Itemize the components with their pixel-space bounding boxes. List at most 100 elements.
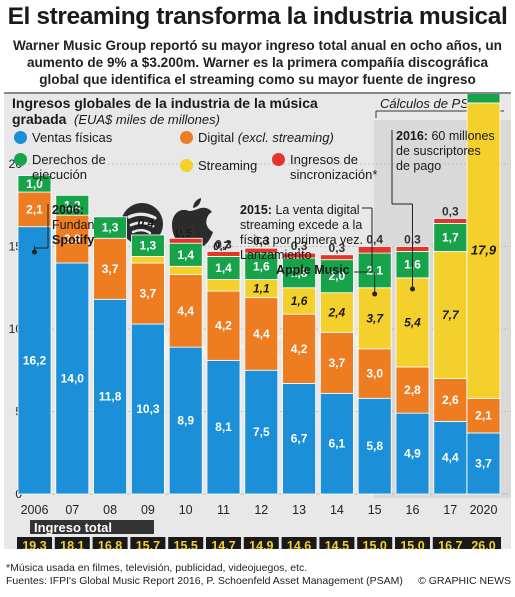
- annotation-2006-dot: [32, 249, 37, 255]
- bar-ingresos-17: [433, 218, 468, 224]
- bar-digital-16: [395, 366, 430, 414]
- bar-digital-07: [55, 214, 90, 264]
- label-derechos-07: 1,2: [64, 198, 81, 212]
- legend-item-streaming: Streaming: [180, 158, 257, 173]
- label-ventas-16: 4,9: [404, 447, 421, 461]
- label-digital-13: 4,2: [291, 342, 308, 356]
- bar-ventas-15: [357, 397, 392, 495]
- label-streaming-16: 5,4: [404, 315, 421, 329]
- bar-streaming-09: [131, 255, 165, 264]
- chart-title: Ingresos globales de la industria de la …: [12, 95, 318, 111]
- annotation-2015-line2: streaming excede a la: [240, 218, 362, 232]
- label-derechos-12: 1,6: [253, 259, 270, 273]
- total-value-12: 14,9: [249, 539, 273, 549]
- label-ventas-11: 8,1: [215, 420, 232, 434]
- legend-item-digital: Digital (excl. streaming): [180, 130, 334, 145]
- label-streaming-15: 3,7: [366, 311, 384, 325]
- label-digital-08: 3,7: [102, 262, 119, 276]
- label-digital-14: 3,7: [329, 356, 346, 370]
- label-ventas-17: 4,4: [442, 451, 459, 465]
- label-ventas-2006: 16,2: [23, 353, 47, 367]
- total-value-13: 14,6: [287, 539, 311, 549]
- label-ventas-12: 7,5: [253, 425, 270, 439]
- totals-header: Ingreso total: [34, 520, 112, 535]
- x-tick-17: 17: [443, 503, 457, 517]
- total-value-2006: 19,3: [22, 539, 46, 549]
- label-streaming-13: 1,6: [291, 294, 308, 308]
- bar-ventas-14: [319, 392, 354, 495]
- legend-swatch-sync: [272, 153, 285, 166]
- label-ventas-10: 8,9: [177, 414, 194, 428]
- bar-derechos-09: [131, 234, 165, 257]
- bar-ingresos-10: [168, 237, 203, 244]
- legend-item-sync: Ingresos de sincronización*: [272, 152, 402, 182]
- bar-streaming-10: [168, 265, 203, 275]
- total-box-14: [319, 537, 355, 549]
- label-derechos-09: 1,3: [140, 239, 157, 253]
- label-streaming-2020: 17,9: [471, 243, 497, 258]
- total-box-2006: [17, 537, 52, 549]
- x-tick-2020: 2020: [470, 503, 498, 517]
- bar-digital-11: [206, 290, 241, 361]
- bar-streaming-11: [206, 279, 241, 292]
- x-tick-10: 10: [179, 503, 193, 517]
- total-value-11: 14,7: [211, 539, 235, 549]
- label-derechos-11: 1,4: [215, 261, 232, 275]
- label-digital-11: 4,2: [215, 319, 232, 333]
- label-ventas-13: 6,7: [291, 432, 308, 446]
- label-derechos-08: 1,3: [102, 221, 119, 235]
- bar-ingresos-15: [357, 246, 392, 254]
- bar-derechos-08: [93, 216, 127, 239]
- bar-ingresos-13: [282, 252, 317, 259]
- x-tick-07: 07: [65, 503, 79, 517]
- annotation-2015-bold: Apple Music: [276, 263, 350, 277]
- bar-derechos-17: [433, 222, 468, 252]
- annotation-2016-line1: 2016: 60 millones: [396, 129, 495, 143]
- total-box-16: [395, 537, 430, 549]
- total-value-07: 18,1: [60, 539, 84, 549]
- spotify-logo-icon: [121, 203, 163, 245]
- bar-ingresos-14: [319, 254, 354, 261]
- annotation-2006-bold: Spotify: [52, 233, 94, 247]
- label-ingresos-10: 0,3: [177, 224, 194, 238]
- label-streaming-17: 7,7: [442, 308, 460, 322]
- label-derechos-15: 2,1: [366, 263, 383, 277]
- totals-header-bg: [30, 520, 154, 534]
- legend-label-sync: Ingresos de sincronización*: [290, 152, 378, 182]
- bar-ventas-09: [131, 323, 165, 495]
- label-derechos-10: 1,4: [177, 248, 194, 262]
- x-tick-11: 11: [217, 503, 230, 517]
- label-ventas-08: 11,8: [99, 390, 122, 404]
- bar-derechos-2006: [17, 175, 52, 193]
- label-digital-15: 3,0: [366, 367, 383, 381]
- footnote-sync: *Música usada en filmes, televisión, pub…: [6, 562, 308, 574]
- label-ventas-2020: 3,7: [475, 456, 492, 470]
- bar-derechos-07: [55, 194, 90, 216]
- label-ventas-15: 5,8: [366, 439, 383, 453]
- bar-ventas-11: [206, 359, 241, 495]
- x-tick-14: 14: [330, 503, 344, 517]
- total-value-14: 14,5: [325, 539, 349, 549]
- bar-ventas-16: [395, 412, 430, 495]
- chart-unit: (EUA$ miles de millones): [74, 112, 220, 127]
- legend-swatch-digital: [180, 131, 193, 144]
- total-box-10: [168, 537, 204, 549]
- bar-ventas-2020: [466, 432, 501, 495]
- total-box-07: [54, 537, 90, 549]
- bar-digital-2020: [466, 397, 501, 434]
- label-streaming-10: 0,5: [175, 226, 192, 240]
- x-tick-16: 16: [406, 503, 420, 517]
- label-digital-2006: 2,1: [26, 202, 43, 216]
- legend-item-physical: Ventas físicas: [14, 130, 112, 145]
- label-ingresos-13: 0,3: [291, 239, 308, 253]
- bar-derechos-13: [282, 257, 317, 289]
- label-ingresos-12: 0,3: [253, 234, 270, 248]
- bar-ventas-07: [55, 262, 90, 495]
- x-tick-12: 12: [254, 503, 268, 517]
- label-ventas-14: 6,1: [329, 437, 346, 451]
- legend-label-digital: Digital: [198, 130, 235, 145]
- label-derechos-13: 1,8: [291, 266, 308, 280]
- total-value-10: 15,5: [174, 539, 198, 549]
- bar-derechos-12: [244, 252, 279, 280]
- legend-swatch-physical: [14, 131, 27, 144]
